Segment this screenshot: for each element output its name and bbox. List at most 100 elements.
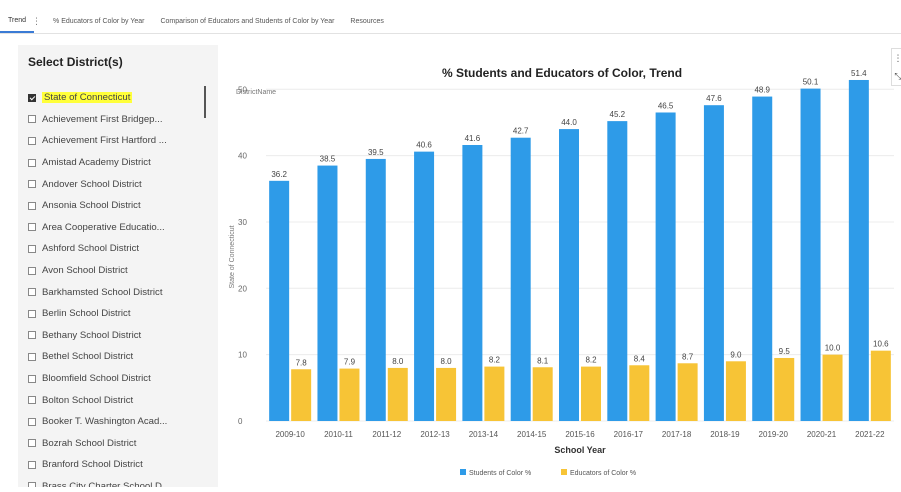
- tab-comparison[interactable]: Comparison of Educators and Students of …: [160, 17, 335, 25]
- district-checkbox[interactable]: [28, 417, 36, 426]
- students-bar: [559, 129, 579, 422]
- x-tick-label: 2017-18: [662, 430, 692, 439]
- district-checkbox[interactable]: [28, 396, 36, 405]
- educators-data-label: 7.8: [296, 358, 308, 367]
- district-checkbox[interactable]: [28, 266, 36, 275]
- district-label: Ashford School District: [42, 243, 140, 255]
- tab-more-icon[interactable]: ⋮: [32, 15, 42, 26]
- district-checkbox[interactable]: [28, 115, 36, 124]
- district-label: Berlin School District: [42, 308, 131, 320]
- students-bar: [607, 121, 628, 421]
- district-item[interactable]: Ashford School District: [28, 238, 213, 260]
- y-tick-label: 40: [238, 152, 247, 161]
- district-item[interactable]: Booker T. Washington Acad...: [28, 411, 213, 433]
- educators-data-label: 8.2: [489, 356, 501, 365]
- students-data-label: 36.2: [271, 170, 287, 179]
- x-tick-label: 2009-10: [275, 430, 305, 439]
- x-tick-label: 2012-13: [420, 430, 450, 439]
- students-data-label: 44.0: [561, 118, 577, 127]
- district-label: Bethany School District: [42, 329, 142, 341]
- educators-bar: [484, 366, 505, 421]
- district-checkbox[interactable]: [28, 460, 36, 469]
- educators-data-label: 8.2: [585, 356, 597, 365]
- x-tick-label: 2015-16: [565, 430, 595, 439]
- educators-bar: [339, 368, 360, 421]
- district-checkbox[interactable]: [28, 201, 36, 210]
- filter-title: Select District(s): [28, 55, 123, 69]
- students-bar: [510, 137, 531, 422]
- district-item[interactable]: Amistad Academy District: [28, 152, 213, 174]
- district-checkbox[interactable]: [28, 136, 36, 145]
- educators-bar: [677, 363, 698, 421]
- district-item[interactable]: State of Connecticut: [28, 87, 213, 109]
- list-scrollbar[interactable]: [204, 86, 206, 118]
- more-vertical-icon[interactable]: ⋮ ⤡: [891, 48, 901, 86]
- district-item[interactable]: Avon School District: [28, 260, 213, 282]
- district-name-label: DistrictName: [236, 89, 277, 96]
- district-item[interactable]: Berlin School District: [28, 303, 213, 325]
- district-item[interactable]: Bethany School District: [28, 325, 213, 347]
- x-tick-label: 2010-11: [324, 430, 353, 439]
- tab-educators-by-year[interactable]: % Educators of Color by Year: [53, 17, 145, 25]
- district-checkbox[interactable]: [28, 244, 36, 253]
- educators-data-label: 9.5: [779, 347, 791, 356]
- educators-data-label: 10.0: [825, 344, 841, 353]
- district-item[interactable]: Ansonia School District: [28, 195, 213, 217]
- district-checkbox[interactable]: [28, 352, 36, 361]
- district-item[interactable]: Andover School District: [28, 173, 213, 195]
- educators-data-label: 10.6: [873, 340, 889, 349]
- students-data-label: 41.6: [465, 134, 481, 143]
- district-item[interactable]: Bethel School District: [28, 346, 213, 368]
- district-checkbox[interactable]: [28, 439, 36, 448]
- students-data-label: 40.6: [416, 141, 432, 150]
- district-item[interactable]: Bozrah School District: [28, 433, 213, 455]
- educators-bar: [822, 354, 843, 421]
- district-item[interactable]: Bloomfield School District: [28, 368, 213, 390]
- cropped-header: [0, 0, 901, 9]
- students-bar: [800, 88, 821, 421]
- district-item[interactable]: Barkhamsted School District: [28, 281, 213, 303]
- district-checkbox[interactable]: [28, 331, 36, 340]
- district-item[interactable]: Branford School District: [28, 454, 213, 476]
- district-checkbox[interactable]: [28, 482, 36, 487]
- x-tick-label: 2011-12: [372, 430, 401, 439]
- district-item[interactable]: Achievement First Hartford ...: [28, 130, 213, 152]
- district-label: Amistad Academy District: [42, 157, 151, 169]
- students-data-label: 45.2: [610, 110, 626, 119]
- district-item[interactable]: Achievement First Bridgep...: [28, 109, 213, 131]
- district-checkbox[interactable]: [28, 93, 36, 102]
- students-data-label: 38.5: [320, 155, 336, 164]
- y-tick-label: 0: [238, 417, 243, 426]
- district-checkbox[interactable]: [28, 180, 36, 189]
- educators-data-label: 7.9: [344, 358, 356, 367]
- students-bar: [462, 145, 483, 421]
- x-tick-label: 2016-17: [614, 430, 644, 439]
- district-label: Bolton School District: [42, 394, 134, 406]
- district-label: Achievement First Bridgep...: [42, 113, 163, 125]
- students-data-label: 42.7: [513, 127, 529, 136]
- district-checkbox[interactable]: [28, 223, 36, 232]
- district-checkbox[interactable]: [28, 309, 36, 318]
- educators-data-label: 9.0: [730, 350, 742, 359]
- educators-bar: [774, 357, 795, 421]
- district-item[interactable]: Brass City Charter School D...: [28, 476, 213, 487]
- district-checkbox[interactable]: [28, 374, 36, 383]
- district-filter-panel: Select District(s) State of Connecticut A…: [18, 45, 218, 487]
- educators-bar: [291, 369, 312, 421]
- legend-label-educators: Educators of Color %: [570, 470, 636, 477]
- x-tick-label: 2021-22: [855, 430, 885, 439]
- district-item[interactable]: Area Cooperative Educatio...: [28, 217, 213, 239]
- x-tick-label: 2013-14: [469, 430, 499, 439]
- educators-bar: [436, 367, 457, 421]
- district-checkbox[interactable]: [28, 288, 36, 297]
- tab-resources[interactable]: Resources: [350, 17, 384, 25]
- district-label: Bethel School District: [42, 351, 134, 363]
- district-label: Branford School District: [42, 459, 143, 471]
- legend-label-students: Students of Color %: [469, 470, 531, 477]
- tab-trend[interactable]: Trend: [0, 9, 35, 33]
- district-item[interactable]: Bolton School District: [28, 389, 213, 411]
- educators-data-label: 8.1: [537, 356, 549, 365]
- students-data-label: 51.4: [851, 69, 867, 78]
- district-checkbox[interactable]: [28, 158, 36, 167]
- educators-bar: [387, 367, 408, 421]
